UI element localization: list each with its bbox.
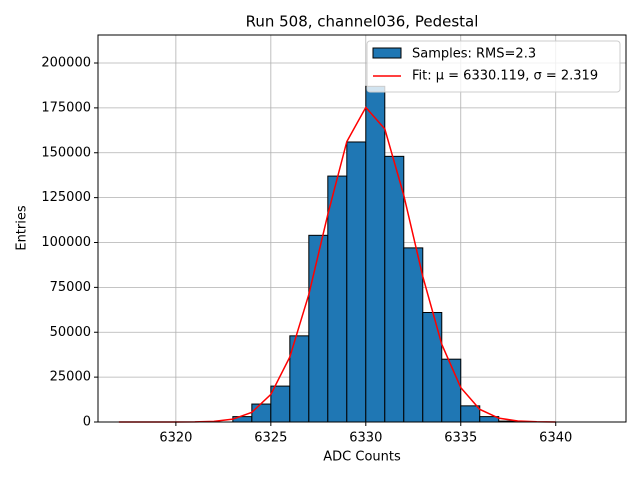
bar [327, 175, 348, 423]
x-tick-label: 6325 [254, 431, 287, 446]
y-tick-label: 125000 [41, 190, 91, 205]
legend: Samples: RMS=2.3 Fit: μ = 6330.119, σ = … [366, 40, 621, 93]
x-tick-label: 6340 [539, 431, 572, 446]
bar [270, 385, 291, 423]
bar [365, 85, 386, 423]
y-tick-label: 175000 [41, 100, 91, 115]
y-tick-label: 50000 [50, 325, 91, 340]
x-axis-label: ADC Counts [323, 450, 401, 465]
bars-layer [232, 85, 519, 423]
bar [251, 403, 272, 423]
axes-frame [97, 34, 627, 423]
legend-label: Samples: RMS=2.3 [412, 47, 536, 62]
y-tick-label: 100000 [41, 235, 91, 250]
bar [346, 141, 367, 423]
x-tick-label: 6335 [444, 431, 477, 446]
y-tick-label: 150000 [41, 145, 91, 160]
bar [384, 155, 405, 423]
bar [403, 247, 424, 423]
bar [422, 312, 443, 423]
chart-title: Run 508, channel036, Pedestal [246, 13, 479, 31]
y-tick-label: 200000 [41, 56, 91, 71]
legend-label: Fit: μ = 6330.119, σ = 2.319 [412, 69, 598, 84]
legend-box [366, 40, 621, 93]
y-tick-label: 25000 [50, 370, 91, 385]
bar [441, 358, 462, 423]
x-tick-label: 6320 [159, 431, 192, 446]
bar [308, 234, 329, 423]
legend-patch [372, 47, 402, 59]
ticks-layer: 6320 6325 6330 6335 6340 0 25000 50000 75000 1000… [41, 56, 572, 446]
y-tick-label: 0 [83, 415, 91, 430]
y-tick-label: 75000 [50, 280, 91, 295]
y-axis-label: Entries [15, 205, 30, 251]
x-tick-label: 6330 [349, 431, 382, 446]
bar [460, 405, 481, 423]
